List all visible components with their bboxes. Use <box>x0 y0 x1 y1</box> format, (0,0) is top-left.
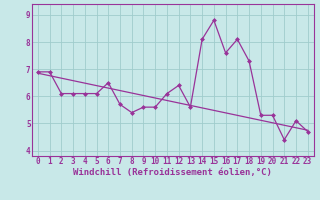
X-axis label: Windchill (Refroidissement éolien,°C): Windchill (Refroidissement éolien,°C) <box>73 168 272 177</box>
